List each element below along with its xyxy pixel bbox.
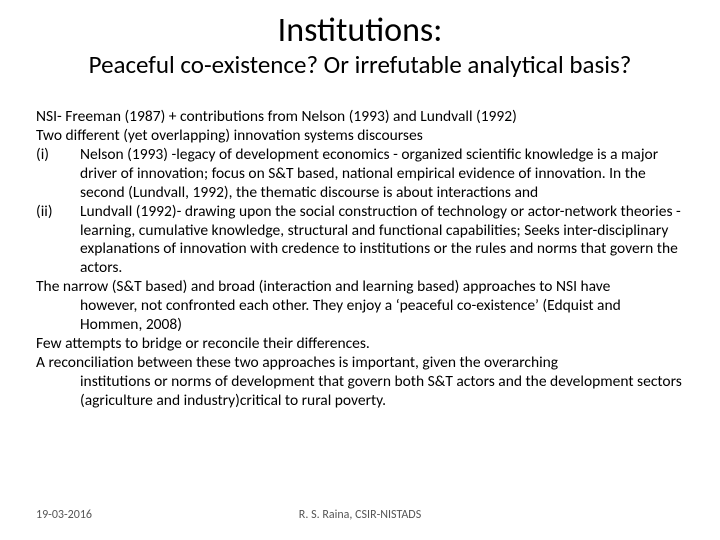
body-line-hang: however, not confronted each other. They… (36, 297, 684, 335)
body-line: A reconciliation between these two appro… (36, 354, 684, 373)
footer-date: 19-03-2016 (36, 508, 92, 522)
body-line: The narrow (S&T based) and broad (intera… (36, 278, 684, 297)
slide: Institutions: Peaceful co-existence? Or … (0, 0, 720, 540)
list-text: Lundvall (1992)- drawing upon the social… (80, 203, 684, 279)
slide-body: NSI- Freeman (1987) + contributions from… (36, 108, 684, 411)
slide-subtitle: Peaceful co-existence? Or irrefutable an… (36, 51, 684, 80)
list-marker: (i) (36, 146, 80, 203)
list-item: (ii) Lundvall (1992)- drawing upon the s… (36, 203, 684, 279)
list-item: (i) Nelson (1993) -legacy of development… (36, 146, 684, 203)
list-marker: (ii) (36, 203, 80, 279)
body-line-hang: institutions or norms of development tha… (36, 373, 684, 411)
footer-author: R. S. Raina, CSIR-NISTADS (299, 508, 421, 522)
slide-footer: 19-03-2016 R. S. Raina, CSIR-NISTADS (36, 508, 684, 522)
slide-title: Institutions: (36, 12, 684, 49)
body-line: NSI- Freeman (1987) + contributions from… (36, 108, 684, 127)
numbered-list: (i) Nelson (1993) -legacy of development… (36, 146, 684, 278)
body-line: Two different (yet overlapping) innovati… (36, 127, 684, 146)
list-text: Nelson (1993) -legacy of development eco… (80, 146, 684, 203)
body-line: Few attempts to bridge or reconcile thei… (36, 335, 684, 354)
